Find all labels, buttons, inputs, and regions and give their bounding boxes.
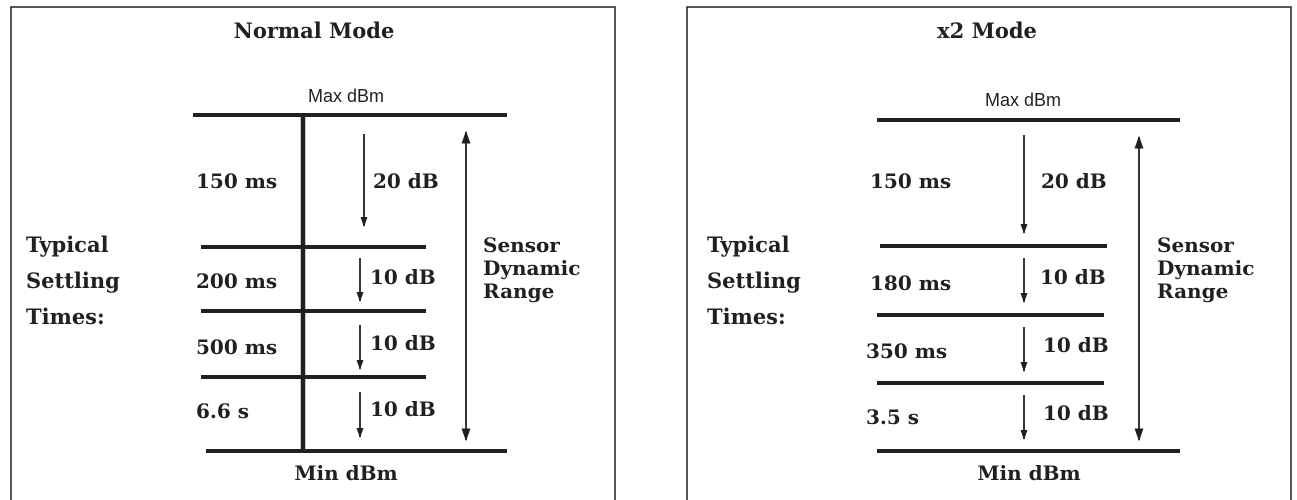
step-db-2: 10 dB xyxy=(370,265,436,289)
sensor-dynamic-range-label: Sensor Dynamic Range xyxy=(483,233,580,303)
settling-time-4: 6.6 s xyxy=(196,399,249,423)
panel-title: Normal Mode xyxy=(234,18,395,43)
svg-text:Range: Range xyxy=(483,279,554,303)
panel-border xyxy=(686,6,1292,500)
step-db-4: 10 dB xyxy=(370,397,436,421)
svg-text:Range: Range xyxy=(1157,279,1228,303)
svg-text:Typical: Typical xyxy=(26,232,109,257)
step-db-3: 10 dB xyxy=(370,331,436,355)
panel-border xyxy=(10,6,616,500)
svg-text:Dynamic: Dynamic xyxy=(483,256,580,280)
settling-time-3: 350 ms xyxy=(866,339,947,363)
min-dbm-label: Min dBm xyxy=(294,461,397,485)
settling-time-1: 150 ms xyxy=(196,169,277,193)
settling-time-2: 200 ms xyxy=(196,269,277,293)
step-db-1: 20 dB xyxy=(1041,169,1107,193)
svg-text:Settling: Settling xyxy=(707,268,801,293)
max-dbm-label: Max dBm xyxy=(308,86,384,106)
svg-text:Times:: Times: xyxy=(26,304,105,329)
svg-text:Sensor: Sensor xyxy=(1157,233,1234,257)
panel-normal-mode: Normal Mode Max dBm 150 ms 200 ms 500 ms… xyxy=(10,6,616,500)
typical-settling-times-label: Typical Settling Times: xyxy=(707,232,801,329)
max-dbm-label: Max dBm xyxy=(985,90,1061,110)
svg-text:Settling: Settling xyxy=(26,268,120,293)
svg-text:Dynamic: Dynamic xyxy=(1157,256,1254,280)
step-db-3: 10 dB xyxy=(1043,333,1109,357)
svg-text:Typical: Typical xyxy=(707,232,790,257)
settling-time-4: 3.5 s xyxy=(866,405,919,429)
step-db-1: 20 dB xyxy=(373,169,439,193)
step-db-2: 10 dB xyxy=(1040,265,1106,289)
svg-text:Times:: Times: xyxy=(707,304,786,329)
step-db-4: 10 dB xyxy=(1043,401,1109,425)
panel-x2-mode: x2 Mode Max dBm 150 ms 180 ms 350 ms 3.5… xyxy=(686,6,1292,500)
min-dbm-label: Min dBm xyxy=(977,461,1080,485)
settling-time-2: 180 ms xyxy=(870,271,951,295)
settling-time-1: 150 ms xyxy=(870,169,951,193)
typical-settling-times-label: Typical Settling Times: xyxy=(26,232,120,329)
svg-text:Sensor: Sensor xyxy=(483,233,560,257)
panel-title: x2 Mode xyxy=(937,18,1037,43)
sensor-dynamic-range-label: Sensor Dynamic Range xyxy=(1157,233,1254,303)
settling-time-3: 500 ms xyxy=(196,335,277,359)
